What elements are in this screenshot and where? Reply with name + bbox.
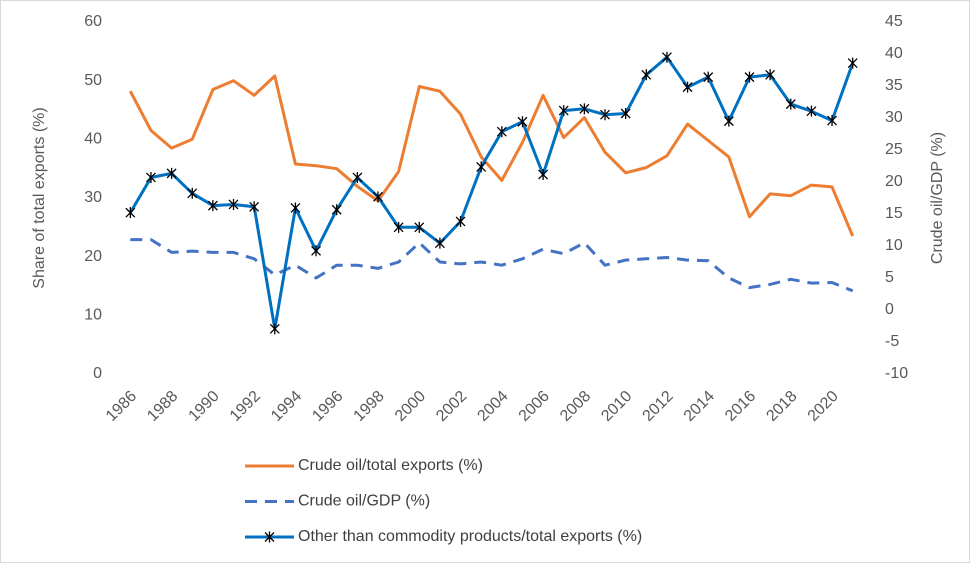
point-marker: [661, 51, 672, 63]
point-marker: [496, 126, 507, 138]
point-marker: [579, 103, 590, 115]
point-marker: [249, 201, 260, 213]
point-marker: [373, 191, 383, 203]
y-tick-label: 10: [84, 307, 102, 324]
point-marker: [434, 237, 445, 249]
series-line: [128, 74, 855, 237]
y2-tick-label: 20: [885, 173, 903, 190]
y2-tick-label: 30: [885, 109, 903, 126]
point-marker: [703, 71, 714, 83]
legend-marker: [264, 531, 275, 543]
y-tick-label: 30: [84, 189, 102, 206]
point-marker: [414, 221, 425, 233]
point-marker: [393, 221, 404, 233]
point-marker: [785, 98, 796, 110]
point-marker: [455, 215, 466, 227]
point-marker: [682, 81, 693, 93]
point-marker: [166, 167, 177, 179]
y2-tick-label: 35: [885, 77, 903, 94]
point-marker: [600, 109, 610, 121]
y2-tick-label: 15: [885, 205, 903, 222]
point-marker: [145, 171, 156, 183]
point-marker: [744, 71, 755, 83]
y2-tick-label: 25: [885, 141, 903, 158]
series-line: [130, 238, 854, 293]
point-marker: [723, 115, 734, 127]
point-marker: [765, 69, 776, 81]
point-marker: [269, 323, 280, 335]
point-marker: [827, 115, 838, 127]
point-marker: [806, 105, 817, 117]
point-marker: [641, 69, 652, 81]
legend-label: Other than commodity products/total expo…: [298, 528, 642, 545]
y-tick-label: 50: [84, 72, 102, 89]
point-marker: [290, 202, 301, 214]
legend: Crude oil/total exports (%) Crude oil/GDP…: [245, 457, 642, 545]
point-marker: [558, 105, 569, 117]
point-marker: [476, 161, 487, 173]
point-marker: [228, 198, 239, 210]
y-tick-label: 60: [84, 13, 102, 30]
point-marker: [620, 108, 631, 120]
series-line: [129, 55, 855, 331]
y-tick-label: 40: [84, 131, 102, 148]
y2-tick-label: 10: [885, 237, 903, 254]
point-marker: [331, 204, 342, 216]
legend-label: Crude oil/total exports (%): [298, 457, 483, 474]
legend-label: Crude oil/GDP (%): [298, 493, 430, 510]
y2-tick-label: 5: [885, 269, 894, 286]
point-marker: [125, 207, 136, 219]
point-marker: [311, 245, 322, 257]
y-tick-label: 0: [93, 365, 102, 382]
point-marker: [187, 187, 198, 199]
y-axis-title: Share of total exports (%): [31, 107, 48, 288]
point-marker: [207, 200, 218, 212]
y2-axis-title: Crude oil/GDP (%): [929, 132, 946, 264]
point-marker: [847, 57, 858, 69]
point-marker: [517, 116, 528, 128]
y-tick-label: 20: [84, 248, 102, 265]
point-marker: [538, 169, 549, 181]
y2-tick-label: 40: [885, 45, 903, 62]
y2-tick-label: -10: [885, 365, 908, 382]
point-marker: [352, 171, 363, 183]
y2-tick-label: 45: [885, 13, 903, 30]
y2-tick-label: 0: [885, 301, 894, 318]
y2-tick-label: -5: [885, 333, 899, 350]
